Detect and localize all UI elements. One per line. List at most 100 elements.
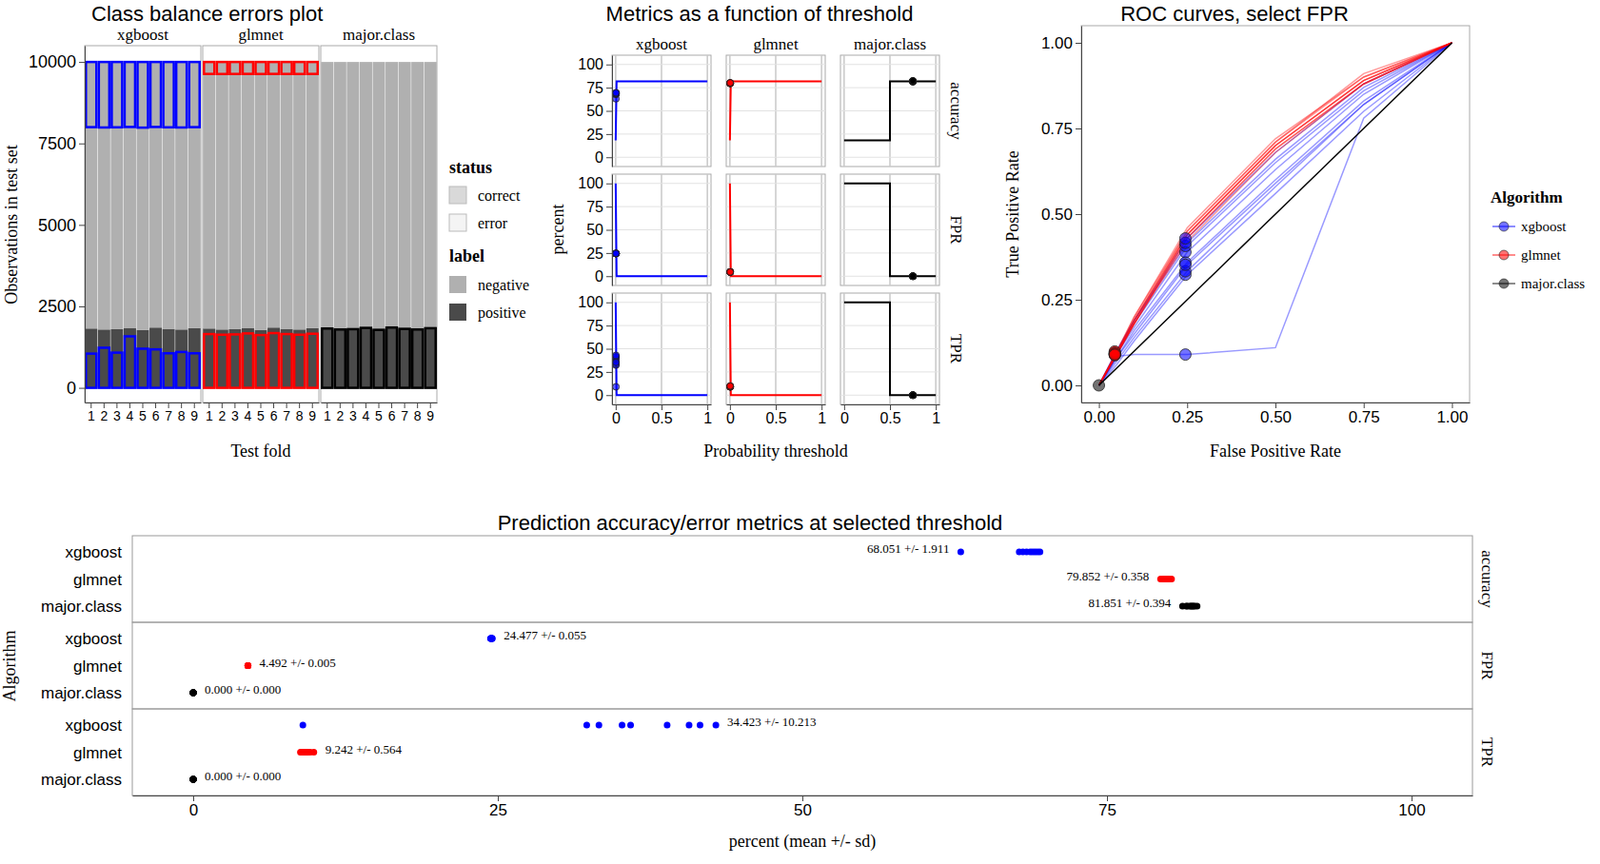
error-box bbox=[399, 61, 411, 63]
marks bbox=[727, 79, 823, 140]
roc-chart: ROC curves, select FPR0.000.250.500.751.… bbox=[1003, 1, 1585, 461]
point bbox=[909, 273, 917, 280]
error-box bbox=[189, 61, 200, 127]
tick: 7 bbox=[282, 402, 291, 424]
tick-label: 100 bbox=[1398, 801, 1425, 820]
panel-frame bbox=[726, 293, 826, 405]
strip-label: glmnet bbox=[237, 25, 283, 44]
marks bbox=[612, 80, 709, 140]
tick-label: 0.50 bbox=[1041, 205, 1073, 224]
point bbox=[727, 79, 734, 87]
bar bbox=[385, 327, 398, 388]
legend-swatch bbox=[1499, 221, 1509, 232]
error-box bbox=[412, 61, 423, 63]
error-box bbox=[399, 329, 411, 389]
tick: 0 bbox=[726, 404, 735, 427]
bar bbox=[241, 328, 255, 389]
bar bbox=[372, 61, 385, 331]
tick-label: 0.50 bbox=[1260, 408, 1292, 427]
error-box bbox=[217, 61, 228, 75]
legend-swatch bbox=[449, 276, 467, 294]
threshold-chart: Metrics as a function of thresholdxgboos… bbox=[548, 1, 966, 461]
tick: 3 bbox=[113, 402, 121, 424]
tick-label: 9 bbox=[190, 408, 198, 424]
category-label: glmnet bbox=[73, 657, 122, 676]
error-box bbox=[321, 61, 333, 63]
point bbox=[909, 78, 917, 85]
point bbox=[712, 722, 720, 730]
roc-curve bbox=[1099, 42, 1453, 386]
error-box bbox=[137, 61, 148, 128]
point bbox=[190, 689, 198, 696]
tick-mark bbox=[606, 134, 613, 136]
marks bbox=[190, 722, 720, 784]
point bbox=[727, 268, 734, 276]
grid-line bbox=[726, 157, 826, 159]
point bbox=[685, 722, 692, 730]
point bbox=[244, 662, 252, 670]
tick: 2 bbox=[99, 402, 108, 424]
bar bbox=[411, 61, 424, 330]
grid-line bbox=[612, 348, 712, 350]
tick-label: 0.5 bbox=[765, 410, 787, 427]
tick: 9 bbox=[190, 402, 198, 424]
error-box bbox=[203, 61, 215, 75]
error-box bbox=[124, 335, 136, 388]
point bbox=[909, 392, 917, 399]
line bbox=[730, 183, 822, 277]
bar bbox=[188, 61, 201, 329]
tick: 4 bbox=[362, 402, 371, 424]
facet: glmnet123456789 bbox=[202, 25, 320, 424]
point bbox=[727, 383, 734, 391]
tick-label: 50 bbox=[586, 102, 604, 119]
tick: 0.50 bbox=[1041, 205, 1082, 224]
x-axis: 00.51 bbox=[612, 404, 712, 427]
tick-mark bbox=[615, 404, 617, 411]
point bbox=[488, 635, 495, 643]
legend-entry: glmnet bbox=[1520, 247, 1561, 263]
point bbox=[612, 250, 620, 257]
tick-label: 1 bbox=[703, 410, 712, 427]
point bbox=[310, 749, 317, 756]
tick-label: 5 bbox=[375, 408, 383, 424]
tick-label: 10000 bbox=[28, 52, 77, 72]
point bbox=[489, 635, 496, 643]
tick-label: 0 bbox=[612, 410, 621, 427]
line bbox=[844, 302, 936, 396]
point bbox=[190, 775, 198, 783]
tick-label: 3 bbox=[113, 408, 121, 424]
strip-label: TPR bbox=[1478, 737, 1497, 769]
panel-frame bbox=[1081, 25, 1470, 403]
tick: 100 bbox=[1398, 795, 1425, 820]
summary-label: 68.051 +/- 1.911 bbox=[867, 541, 949, 556]
bar bbox=[254, 61, 267, 331]
tick-label: 2500 bbox=[38, 296, 77, 317]
point bbox=[727, 382, 734, 390]
grid-line bbox=[726, 87, 826, 89]
category-label: glmnet bbox=[73, 571, 122, 590]
point bbox=[612, 383, 620, 391]
tick-mark bbox=[1075, 42, 1082, 44]
summary-label: 4.492 +/- 0.005 bbox=[259, 655, 336, 671]
title: ROC curves, select FPR bbox=[1120, 1, 1349, 26]
line bbox=[730, 80, 822, 140]
summary-label: 0.000 +/- 0.000 bbox=[204, 769, 281, 784]
point bbox=[612, 250, 620, 257]
grid-line bbox=[612, 157, 712, 159]
bar bbox=[359, 61, 373, 328]
grid-line bbox=[612, 133, 712, 135]
roc-curve bbox=[1099, 42, 1453, 386]
tick: 5000 bbox=[38, 216, 85, 236]
tick-label: 75 bbox=[1098, 801, 1117, 820]
bar bbox=[149, 61, 162, 328]
error-box bbox=[229, 334, 240, 388]
tick-label: 7 bbox=[164, 408, 173, 424]
legend-title: Algorithm bbox=[1490, 188, 1563, 207]
point bbox=[244, 662, 252, 670]
bar bbox=[280, 61, 294, 329]
point bbox=[909, 273, 917, 280]
tick: 9 bbox=[308, 402, 317, 424]
bar bbox=[293, 329, 306, 388]
tick-label: 0 bbox=[594, 387, 604, 404]
tick-label: 75 bbox=[586, 198, 604, 216]
